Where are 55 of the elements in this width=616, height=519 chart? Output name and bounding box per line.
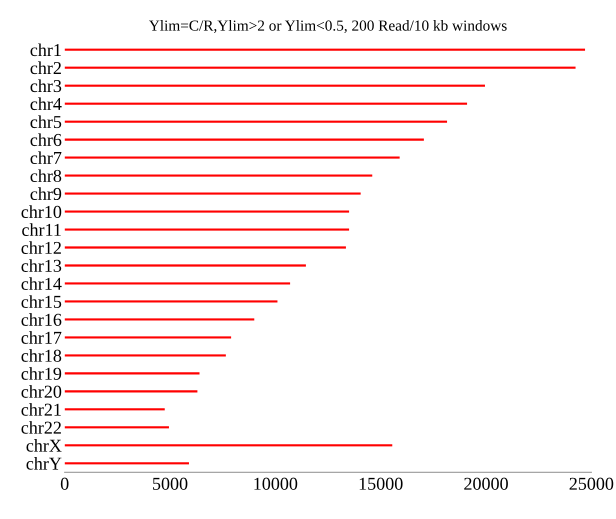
bar [64,48,586,51]
y-tick-label: chrX [26,439,62,452]
bar [64,300,278,303]
y-tick-label: chr19 [21,367,62,380]
y-tick-label: chr10 [21,205,62,218]
y-tick-label: chr5 [30,115,62,128]
y-tick-label: chr17 [21,331,62,344]
x-tick-label: 5000 [153,478,188,490]
x-tick-label: 25000 [570,478,614,490]
chart-title: Ylim=C/R,Ylim>2 or Ylim<0.5, 200 Read/10 kb windows [148,20,507,33]
bar [64,336,232,339]
bar [64,246,346,249]
x-tick-label: 0 [60,478,69,490]
bar [64,138,424,141]
bar [64,120,448,123]
bar [64,282,290,285]
y-tick-label: chr8 [30,169,62,182]
bar [64,102,468,105]
bar [64,462,189,464]
bar [64,264,306,267]
y-tick-label: chr9 [30,187,62,200]
y-tick-label: chr21 [21,403,61,416]
y-tick-label: chr1 [30,43,61,56]
bar [64,444,392,446]
y-tick-label: chr12 [21,241,61,254]
x-tick-label: 10000 [254,478,298,490]
bar [64,354,226,356]
y-tick-label: chr16 [21,313,62,326]
bar [64,174,372,177]
bar [64,228,350,231]
y-tick-label: chr14 [21,277,62,290]
y-tick-label: chr20 [21,385,62,398]
y-tick-label: chr4 [30,97,62,110]
y-tick-label: chr18 [21,349,62,362]
x-tick-label: 15000 [360,478,403,490]
bar [64,390,198,392]
y-tick-label: chr2 [30,61,61,74]
bar [64,318,254,321]
bar [64,84,485,87]
bar [64,426,169,428]
bar [64,408,165,410]
y-tick-label: chr22 [21,421,61,434]
y-tick-label: chr6 [30,133,62,146]
y-tick-label: chr3 [30,79,62,92]
bar [64,192,361,195]
y-tick-label: chr7 [30,151,62,164]
bar [64,156,400,159]
y-tick-label: chr15 [21,295,62,308]
bar [64,210,350,213]
bar [64,66,576,69]
x-tick-label: 20000 [464,478,508,490]
bar [64,372,200,374]
y-tick-label: chr11 [22,223,61,236]
y-tick-label: chr13 [21,259,62,272]
y-tick-label: chrY [26,457,62,470]
